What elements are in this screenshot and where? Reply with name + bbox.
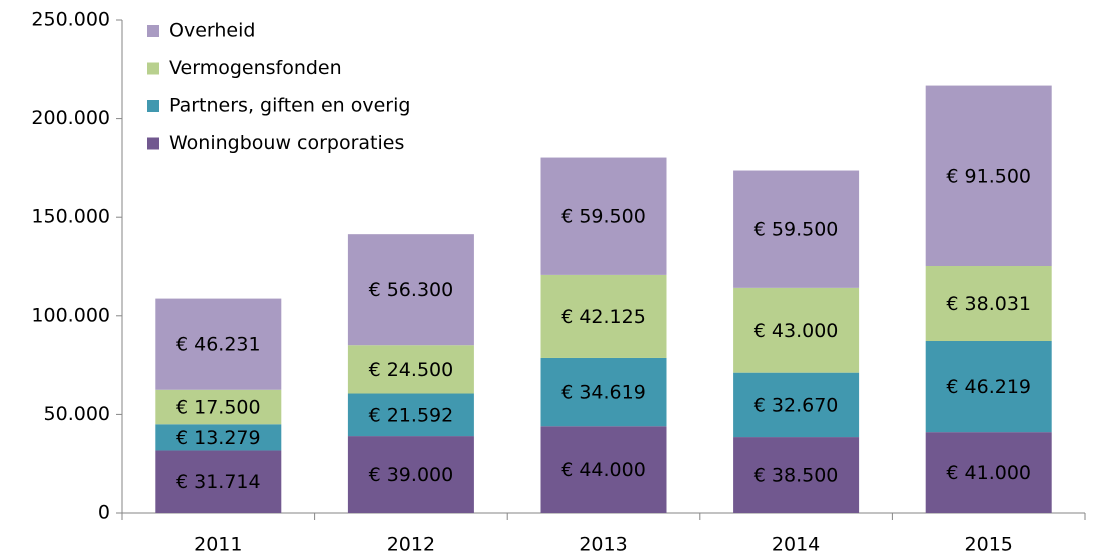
bar-segment: [733, 372, 860, 438]
data-label: € 39.000: [369, 464, 454, 486]
data-label: € 34.619: [561, 382, 646, 404]
bar-segment: [155, 389, 282, 425]
data-label: € 59.500: [561, 206, 646, 228]
bar-segment: [733, 170, 860, 288]
bar-segment: [347, 345, 474, 394]
data-label: € 42.125: [561, 306, 646, 328]
data-label: € 38.500: [754, 465, 839, 487]
data-label: € 41.000: [946, 462, 1031, 484]
y-tick-label: 250.000: [31, 9, 110, 31]
x-tick-label: 2015: [965, 534, 1013, 556]
x-tick-label: 2013: [579, 534, 627, 556]
data-label: € 13.279: [176, 427, 261, 449]
legend-label: Vermogensfonden: [169, 57, 342, 79]
bar-segment: [540, 357, 667, 427]
bar-segment: [733, 287, 860, 373]
bar-segment: [925, 266, 1052, 342]
data-label: € 43.000: [754, 320, 839, 342]
bar-segment: [733, 437, 860, 513]
bar-segment: [540, 274, 667, 358]
data-label: € 46.231: [176, 334, 261, 356]
bar-segment: [155, 450, 282, 513]
bar-segment: [155, 424, 282, 451]
bar-segment: [155, 298, 282, 390]
legend-label: Woningbouw corporaties: [169, 132, 404, 154]
bar-segment: [925, 85, 1052, 267]
legend-swatch: [147, 25, 159, 37]
data-label: € 32.670: [754, 394, 839, 416]
y-tick-label: 200.000: [31, 107, 110, 129]
data-label: € 44.000: [561, 459, 646, 481]
data-label: € 21.592: [369, 404, 454, 426]
legend-swatch: [147, 137, 159, 150]
data-label: € 59.500: [754, 219, 839, 241]
y-tick-label: 50.000: [44, 403, 110, 425]
x-tick-label: 2012: [387, 534, 435, 556]
legend-label: Partners, giften en overig: [169, 95, 410, 117]
y-tick-label: 150.000: [31, 206, 110, 228]
bar-segment: [347, 234, 474, 346]
x-tick-label: 2011: [194, 534, 242, 556]
x-tick-label: 2014: [772, 534, 820, 556]
data-label: € 24.500: [369, 359, 454, 381]
legend-swatch: [147, 62, 159, 75]
bar-segment: [925, 341, 1052, 433]
data-label: € 91.500: [946, 165, 1031, 187]
y-tick-label: 0: [98, 502, 110, 524]
legend-swatch: [147, 100, 159, 112]
bar-segment: [347, 436, 474, 513]
data-label: € 31.714: [176, 471, 261, 493]
legend-label: Overheid: [169, 20, 255, 42]
bar-segment: [540, 157, 667, 275]
data-label: € 46.219: [946, 376, 1031, 398]
y-tick-label: 100.000: [31, 304, 110, 326]
data-label: € 38.031: [946, 293, 1031, 315]
bar-segment: [347, 393, 474, 437]
data-label: € 56.300: [369, 279, 454, 301]
bar-segment: [925, 432, 1052, 513]
bar-segment: [540, 426, 667, 513]
data-label: € 17.500: [176, 397, 261, 419]
